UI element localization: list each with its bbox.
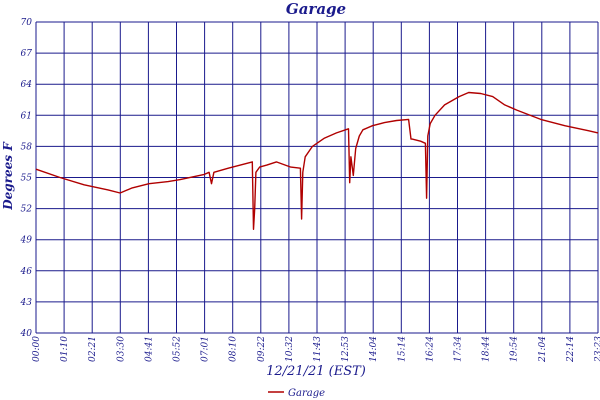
x-tick-label: 07:01: [201, 336, 211, 362]
x-tick-label: 18:44: [482, 336, 492, 362]
x-tick-labels: 00:00 01:10 02:21 03:30 04:41 05:52 07:01 08:10…: [32, 336, 600, 363]
y-tick-label: 67: [21, 49, 33, 59]
y-tick-label: 70: [21, 18, 33, 28]
x-tick-label: 04:41: [144, 336, 154, 362]
x-tick-label: 11:43: [313, 336, 323, 362]
x-axis-label: 12/21/21 (EST): [266, 364, 366, 379]
y-tick-label: 64: [21, 80, 33, 90]
grid-lines: [35, 21, 599, 334]
x-tick-label: 23:23: [594, 336, 600, 363]
series-line-garage: [35, 91, 599, 231]
y-tick-labels: 70 67 64 61 58 55 52 49 46 43 40: [20, 18, 33, 339]
legend: Garage: [268, 388, 325, 399]
x-tick-label: 01:10: [60, 336, 70, 362]
x-tick-label: 02:21: [88, 336, 98, 362]
y-tick-label: 46: [20, 267, 33, 277]
x-tick-label: 16:24: [425, 336, 435, 362]
y-tick-label: 49: [20, 236, 33, 246]
x-tick-label: 21:04: [538, 336, 548, 363]
y-tick-label: 43: [20, 298, 33, 308]
x-tick-label: 22:14: [566, 336, 576, 363]
x-tick-label: 15:14: [397, 336, 407, 362]
series-layer: [35, 91, 599, 231]
x-tick-label: 19:54: [510, 336, 520, 362]
x-tick-label: 08:10: [229, 336, 239, 362]
y-tick-label: 61: [21, 111, 32, 121]
legend-label: Garage: [288, 388, 325, 399]
x-tick-label: 12:53: [341, 336, 351, 362]
x-tick-label: 03:30: [116, 336, 126, 362]
chart-title: Garage: [286, 0, 346, 18]
y-axis-label: Degrees F: [1, 141, 15, 211]
x-tick-label: 14:04: [369, 336, 379, 362]
y-tick-label: 55: [21, 174, 33, 184]
x-tick-label: 09:22: [257, 336, 267, 362]
y-tick-label: 52: [21, 205, 33, 215]
x-tick-label: 05:52: [173, 336, 183, 362]
x-tick-label: 17:34: [454, 336, 464, 362]
y-tick-label: 40: [20, 329, 33, 339]
y-tick-label: 58: [21, 142, 33, 152]
x-tick-label: 10:32: [285, 336, 295, 362]
x-tick-label: 00:00: [32, 336, 42, 362]
